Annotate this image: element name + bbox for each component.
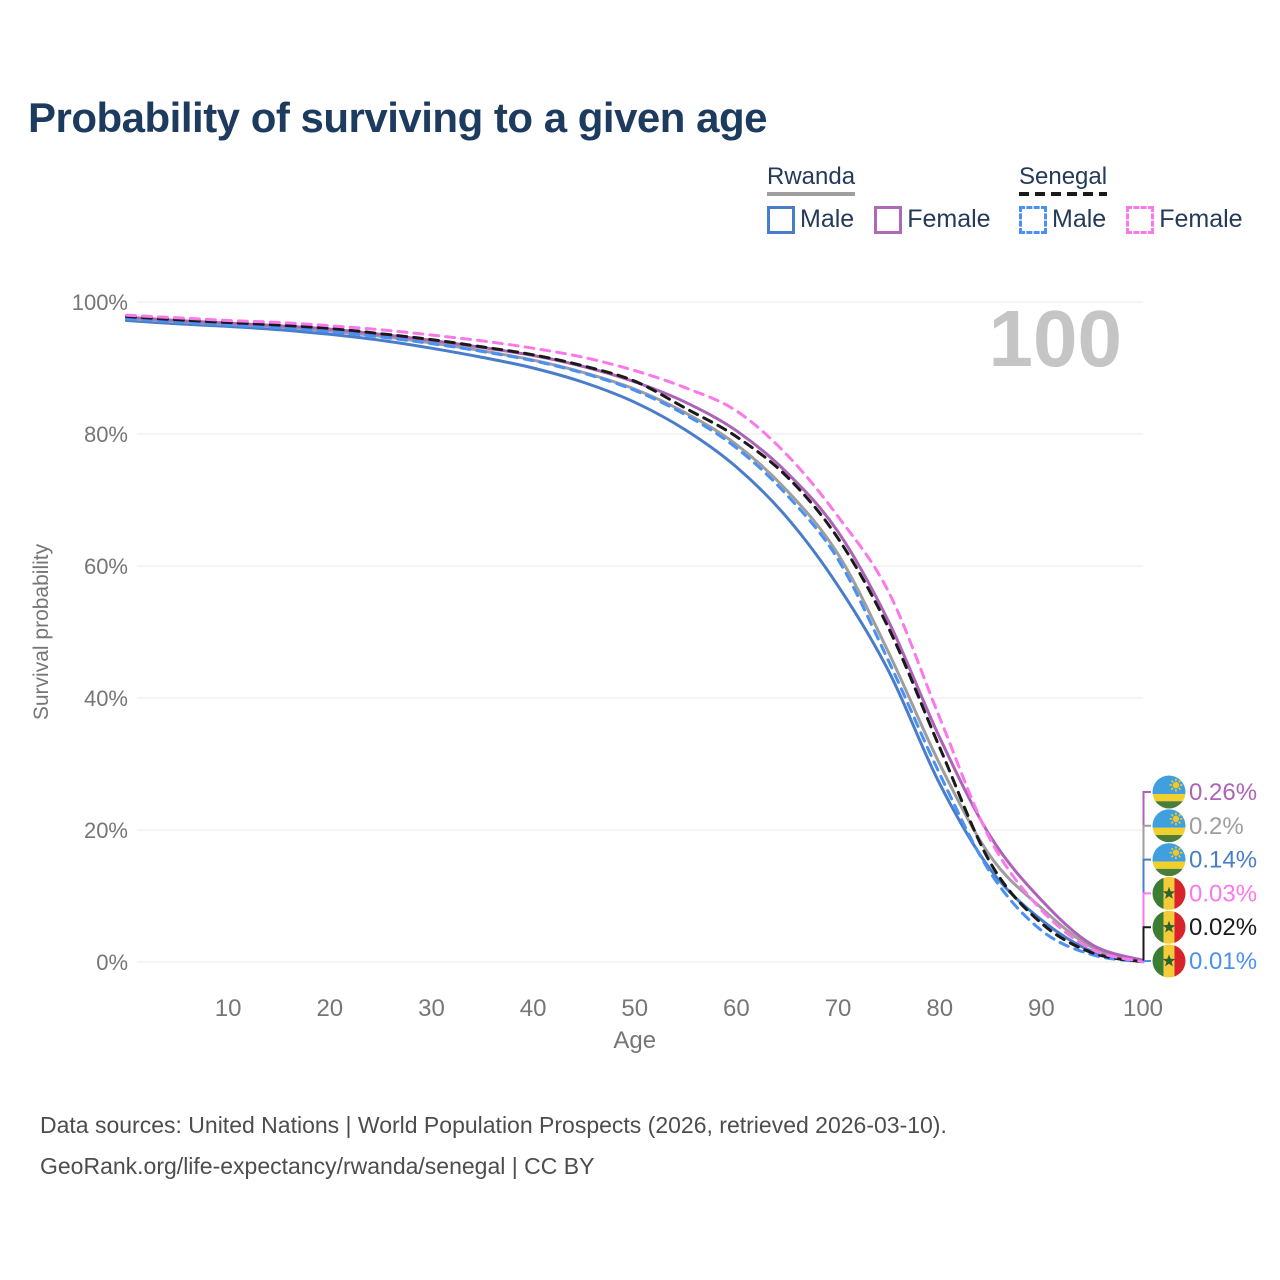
legend-underline-rwanda <box>767 192 856 196</box>
x-tick-label: 100 <box>1123 995 1163 1022</box>
rwanda-flag-icon <box>1152 843 1186 877</box>
x-tick-label: 10 <box>215 995 242 1022</box>
legend-swatch-rwanda-female[interactable] <box>874 205 903 234</box>
series-line-senegal-both-sexes <box>125 315 1145 964</box>
y-tick-label: 60% <box>84 554 128 579</box>
x-axis-title: Age <box>613 1027 656 1054</box>
legend-label-senegal-female: Female <box>1159 205 1243 233</box>
y-axis-title: Survival probability <box>30 543 53 720</box>
age-counter-watermark: 100 <box>989 294 1122 383</box>
end-label-value: 0.02% <box>1189 914 1257 941</box>
x-tick-label: 60 <box>723 995 750 1022</box>
legend-underline-senegal <box>1019 192 1108 196</box>
x-tick-label: 40 <box>520 995 547 1022</box>
footer: Data sources: United Nations | World Pop… <box>40 1105 947 1187</box>
x-tick-label: 50 <box>621 995 648 1022</box>
x-tick-label: 90 <box>1028 995 1055 1022</box>
page-title: Probability of surviving to a given age <box>28 94 767 141</box>
legend-toggle-senegal-female[interactable]: Female <box>1126 205 1243 234</box>
legend-group-senegal: Senegal Male Female <box>1019 162 1263 234</box>
x-tick-label: 70 <box>825 995 852 1022</box>
series-line-rwanda-male <box>125 319 1145 963</box>
legend-label-rwanda-female: Female <box>907 205 991 233</box>
legend-label-rwanda-male: Male <box>800 205 855 233</box>
legend-swatch-senegal-female[interactable] <box>1126 205 1155 234</box>
legend-toggle-rwanda-male[interactable]: Male <box>767 205 854 234</box>
x-tick-label: 20 <box>316 995 343 1022</box>
end-label-value: 0.26% <box>1189 779 1257 806</box>
x-tick-label: 30 <box>418 995 445 1022</box>
y-tick-label: 100% <box>72 290 128 315</box>
senegal-flag-icon <box>1152 876 1186 910</box>
end-label-connector <box>1142 858 1151 961</box>
legend-label-senegal-male: Male <box>1052 205 1107 233</box>
end-label-value: 0.01% <box>1189 948 1257 975</box>
footer-attribution: GeoRank.org/life-expectancy/rwanda/seneg… <box>40 1153 595 1179</box>
footer-data-sources: Data sources: United Nations | World Pop… <box>40 1112 947 1138</box>
legend-toggle-rwanda-female[interactable]: Female <box>874 205 991 234</box>
senegal-flag-icon <box>1152 910 1186 944</box>
series-line-senegal-male <box>125 317 1145 964</box>
end-label-connector <box>1142 926 1151 961</box>
rwanda-flag-icon <box>1152 809 1186 843</box>
series-line-rwanda-female <box>125 315 1145 962</box>
legend-swatch-rwanda-male[interactable] <box>767 205 795 234</box>
legend-group-rwanda: Rwanda Male Female <box>767 162 1011 234</box>
series-line-senegal-female <box>125 313 1145 964</box>
x-tick-label: 80 <box>926 995 953 1022</box>
y-tick-label: 20% <box>84 818 128 843</box>
legend-country-rwanda: Rwanda <box>767 163 856 190</box>
legend-country-senegal: Senegal <box>1019 163 1108 190</box>
legend-toggle-senegal-male[interactable]: Male <box>1019 205 1106 234</box>
end-label-value: 0.03% <box>1189 880 1257 907</box>
y-tick-label: 40% <box>84 686 128 711</box>
end-label-value: 0.2% <box>1189 813 1244 840</box>
y-tick-label: 80% <box>84 422 128 447</box>
end-label-connector <box>1142 791 1151 961</box>
y-tick-label: 0% <box>96 950 128 975</box>
rwanda-flag-icon <box>1152 775 1186 809</box>
legend-swatch-senegal-male[interactable] <box>1019 205 1047 234</box>
end-label-value: 0.14% <box>1189 847 1257 874</box>
senegal-flag-icon <box>1152 944 1186 978</box>
